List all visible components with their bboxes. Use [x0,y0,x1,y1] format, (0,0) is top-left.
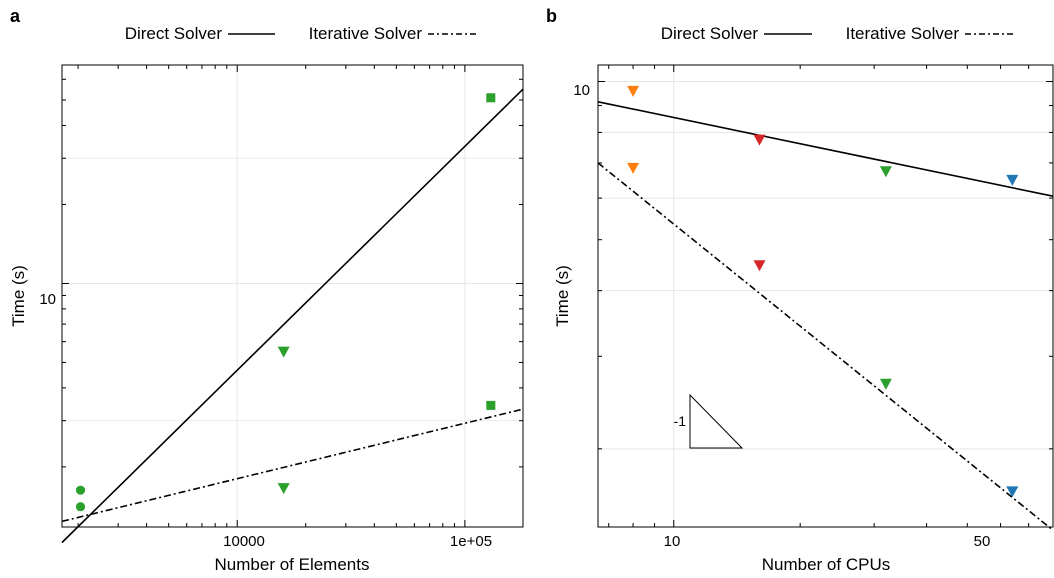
grid [62,65,523,527]
y-axis-label: Time (s) [553,265,572,327]
plot-frame [61,64,524,528]
panel-b: b Direct Solver Iterative Solver 10 50 1… [546,6,1054,574]
data-point [1006,486,1019,498]
axis-ticks [598,65,1054,527]
iterative-solver-line [597,162,1054,531]
data-point [1006,174,1019,186]
data-point [627,162,640,174]
panel-label: b [546,6,557,26]
legend-label-direct: Direct Solver [661,24,759,43]
x-tick-labels: 10000 1e+05 [223,533,492,550]
iterative-solver-line [61,408,524,523]
direct-solver-line [597,100,1054,197]
y-tick-labels: 10 [573,82,590,99]
legend-label-iterative: Iterative Solver [309,24,423,43]
x-axis-label: Number of CPUs [762,555,890,574]
x-axis-label: Number of Elements [215,555,370,574]
fit-lines [61,88,524,544]
data-point [277,346,290,358]
data-point [486,400,496,410]
direct-solver-line [61,88,524,544]
x-tick-labels: 10 50 [664,533,991,550]
data-point [277,483,290,495]
data-point [75,502,86,512]
axis-ticks [62,65,523,527]
data-point [753,134,766,146]
y-tick-label: 10 [39,291,56,308]
data-point [486,93,496,103]
y-tick-label: 10 [573,82,590,99]
data-point [753,260,766,272]
data-points [75,93,496,512]
y-tick-labels: 10 [39,291,56,308]
plot-frame [597,64,1054,528]
data-point [879,166,892,178]
slope-label: -1 [674,413,687,429]
x-tick-label: 10 [664,533,681,550]
slope-triangle: -1 [674,393,744,449]
panel-label: a [10,6,21,26]
y-axis-label: Time (s) [9,265,28,327]
panel-a: a Direct Solver Iterative Solver 10000 1… [9,6,524,574]
data-point [627,85,640,97]
fit-lines [597,100,1054,531]
x-tick-label: 50 [974,533,991,550]
data-point [879,378,892,390]
legend: Direct Solver Iterative Solver [125,24,478,43]
data-point [75,485,86,495]
slope-triangle-hypotenuse [689,393,744,449]
legend-label-iterative: Iterative Solver [846,24,960,43]
x-tick-label: 10000 [223,533,265,550]
legend-label-direct: Direct Solver [125,24,223,43]
x-tick-label: 1e+05 [450,533,492,550]
data-points [627,85,1019,498]
legend: Direct Solver Iterative Solver [661,24,1014,43]
grid [598,65,1053,527]
